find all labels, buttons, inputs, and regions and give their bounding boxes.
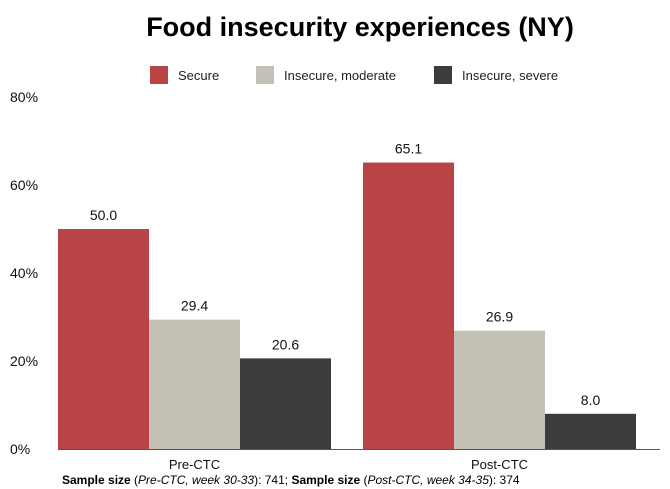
footnote-open-post: (: [360, 473, 368, 487]
footnote-open-pre: (: [130, 473, 139, 487]
footnote-count-post: ): 374: [488, 473, 520, 487]
bar-value-label: 29.4: [181, 298, 208, 314]
bar: [363, 162, 454, 449]
footnote-label-pre: Sample size: [62, 473, 131, 487]
legend-swatch-1: [150, 66, 168, 84]
bar: [454, 330, 545, 449]
legend-label: Secure: [178, 68, 219, 83]
footnote-label-post: Sample size: [291, 473, 361, 487]
legend-label: Insecure, severe: [462, 68, 558, 83]
y-tick-label: 20%: [10, 353, 38, 369]
legend-swatch-2: [256, 66, 274, 84]
y-tick-label: 80%: [10, 89, 38, 105]
y-tick-label: 0%: [10, 441, 30, 457]
bar: [149, 319, 240, 449]
y-axis: 0% 20% 40% 60% 80%: [10, 89, 38, 457]
legend-label: Insecure, moderate: [284, 68, 396, 83]
footnote-count-pre: ): 741;: [254, 473, 292, 487]
y-tick-label: 60%: [10, 177, 38, 193]
footnote-period-pre: Pre-CTC, week 30-33: [138, 473, 255, 487]
bar-value-label: 20.6: [272, 336, 299, 352]
bar-value-label: 8.0: [581, 392, 601, 408]
bar-value-label: 26.9: [486, 309, 513, 325]
legend: Secure Insecure, moderate Insecure, severe: [150, 66, 558, 84]
legend-swatch-3: [434, 66, 452, 84]
bar: [58, 229, 149, 449]
x-category-label: Post-CTC: [471, 457, 528, 472]
bar-value-label: 65.1: [395, 141, 422, 157]
bar: [545, 413, 636, 449]
bars: 50.0 29.4 20.6 65.1 26.9 8.0: [58, 141, 636, 449]
bar-value-label: 50.0: [90, 207, 117, 223]
bar: [240, 358, 331, 449]
sample-size-footnote: Sample size (Pre-CTC, week 30-33): 741; …: [62, 473, 520, 487]
x-axis: Pre-CTC Post-CTC: [58, 449, 660, 472]
chart-title: Food insecurity experiences (NY): [146, 12, 574, 42]
footnote-period-post: Post-CTC, week 34-35: [367, 473, 489, 487]
y-tick-label: 40%: [10, 265, 38, 281]
x-category-label: Pre-CTC: [169, 457, 220, 472]
